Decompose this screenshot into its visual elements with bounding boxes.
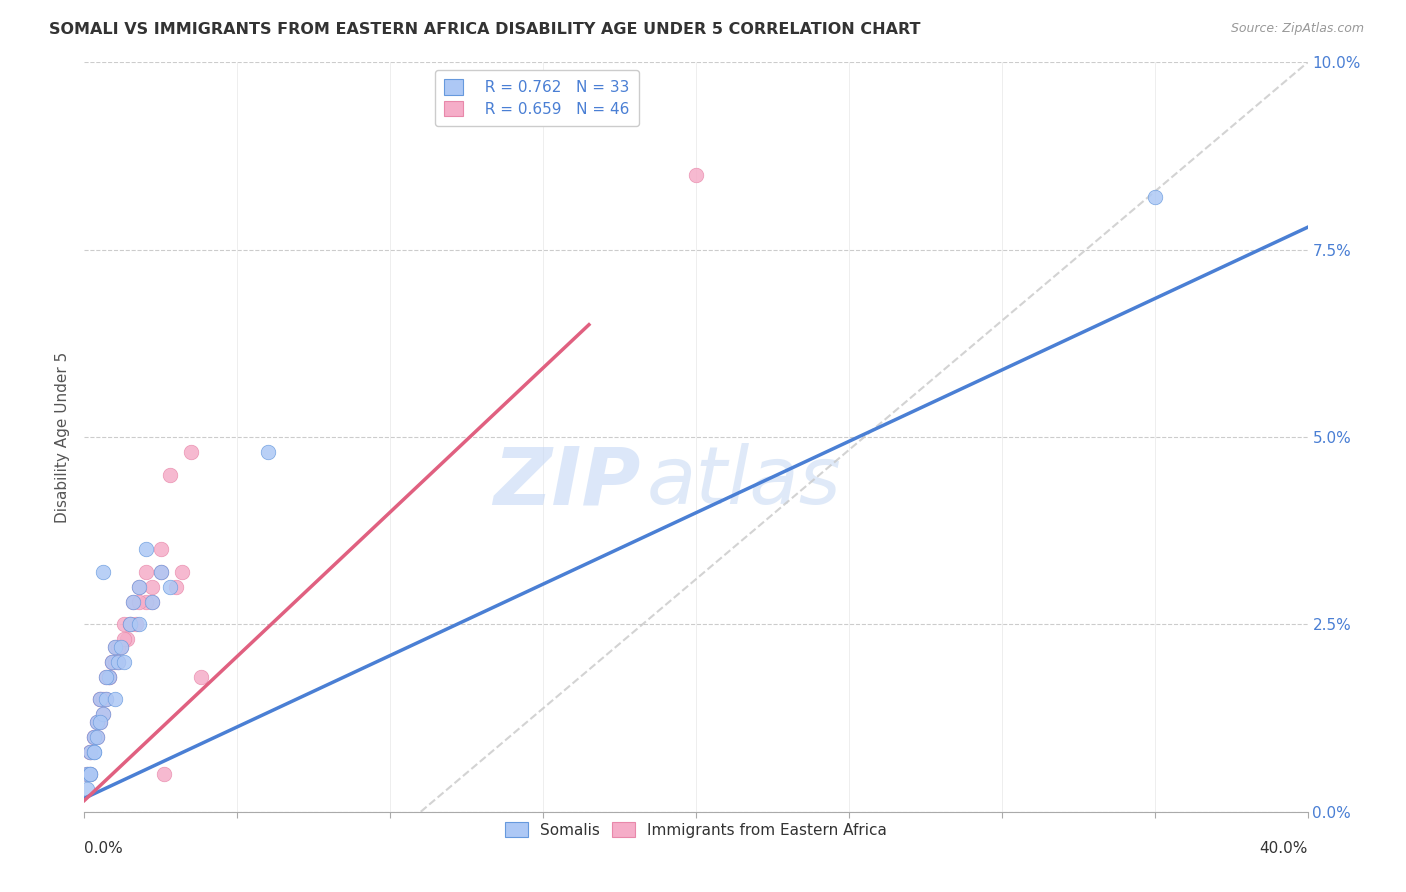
- Point: [165, 580, 187, 594]
- Text: 0.0%: 0.0%: [84, 841, 124, 856]
- Point: [149, 565, 172, 579]
- Point: [107, 655, 129, 669]
- Point: [112, 632, 135, 647]
- Point: [83, 745, 105, 759]
- Point: [79, 767, 101, 781]
- Point: [122, 595, 145, 609]
- Point: [94, 692, 117, 706]
- Point: [86, 714, 108, 729]
- Point: [115, 632, 138, 647]
- Point: [110, 640, 132, 654]
- Y-axis label: Disability Age Under 5: Disability Age Under 5: [55, 351, 70, 523]
- Point: [125, 617, 148, 632]
- Point: [172, 565, 194, 579]
- Point: [91, 692, 114, 706]
- Point: [107, 655, 129, 669]
- Point: [1143, 190, 1166, 204]
- Text: Source: ZipAtlas.com: Source: ZipAtlas.com: [1230, 22, 1364, 36]
- Point: [104, 640, 127, 654]
- Text: 40.0%: 40.0%: [1260, 841, 1308, 856]
- Point: [120, 617, 142, 632]
- Point: [86, 730, 108, 744]
- Point: [89, 692, 111, 706]
- Point: [91, 707, 114, 722]
- Point: [101, 655, 124, 669]
- Point: [83, 730, 105, 744]
- Point: [94, 670, 117, 684]
- Point: [83, 745, 105, 759]
- Point: [89, 714, 111, 729]
- Point: [76, 767, 98, 781]
- Point: [79, 767, 101, 781]
- Point: [76, 782, 98, 797]
- Point: [120, 617, 142, 632]
- Point: [159, 467, 181, 482]
- Point: [153, 767, 176, 781]
- Point: [685, 168, 707, 182]
- Point: [104, 640, 127, 654]
- Point: [135, 595, 157, 609]
- Point: [141, 595, 163, 609]
- Point: [79, 745, 101, 759]
- Text: SOMALI VS IMMIGRANTS FROM EASTERN AFRICA DISABILITY AGE UNDER 5 CORRELATION CHAR: SOMALI VS IMMIGRANTS FROM EASTERN AFRICA…: [49, 22, 921, 37]
- Point: [141, 595, 163, 609]
- Point: [180, 445, 202, 459]
- Legend: Somalis, Immigrants from Eastern Africa: Somalis, Immigrants from Eastern Africa: [498, 814, 894, 846]
- Point: [135, 565, 157, 579]
- Text: ZIP: ZIP: [494, 443, 641, 521]
- Point: [110, 640, 132, 654]
- Point: [104, 692, 127, 706]
- Point: [89, 714, 111, 729]
- Point: [86, 730, 108, 744]
- Point: [101, 655, 124, 669]
- Point: [159, 580, 181, 594]
- Point: [120, 617, 142, 632]
- Point: [76, 767, 98, 781]
- Point: [97, 670, 120, 684]
- Point: [128, 580, 150, 594]
- Point: [128, 595, 150, 609]
- Text: atlas: atlas: [647, 443, 842, 521]
- Point: [149, 565, 172, 579]
- Point: [128, 580, 150, 594]
- Point: [83, 730, 105, 744]
- Point: [86, 714, 108, 729]
- Point: [257, 445, 280, 459]
- Point: [97, 670, 120, 684]
- Point: [141, 580, 163, 594]
- Point: [79, 745, 101, 759]
- Point: [107, 640, 129, 654]
- Point: [89, 692, 111, 706]
- Point: [89, 692, 111, 706]
- Point: [91, 565, 114, 579]
- Point: [94, 670, 117, 684]
- Point: [97, 670, 120, 684]
- Point: [94, 692, 117, 706]
- Point: [122, 595, 145, 609]
- Point: [79, 767, 101, 781]
- Point: [135, 542, 157, 557]
- Point: [149, 542, 172, 557]
- Point: [112, 617, 135, 632]
- Point: [83, 730, 105, 744]
- Point: [101, 655, 124, 669]
- Point: [112, 655, 135, 669]
- Point: [79, 745, 101, 759]
- Point: [190, 670, 212, 684]
- Point: [91, 707, 114, 722]
- Point: [128, 617, 150, 632]
- Point: [104, 655, 127, 669]
